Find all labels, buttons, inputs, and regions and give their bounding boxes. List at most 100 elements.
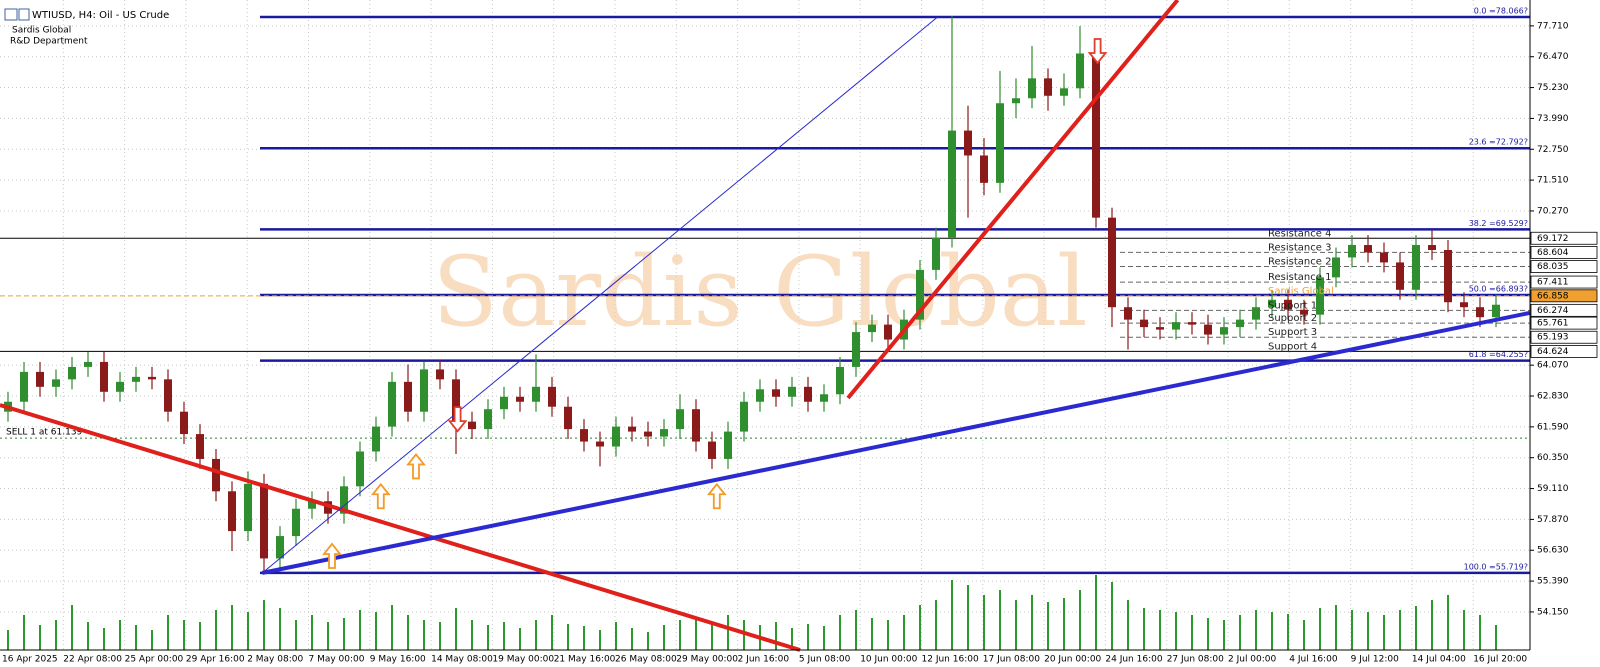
candle-body xyxy=(1444,250,1452,303)
candle-body xyxy=(500,396,508,410)
candle-body xyxy=(164,379,172,412)
fib-label: 50.0 =66.893? xyxy=(1469,284,1528,293)
candle-body xyxy=(404,381,412,412)
candle-body xyxy=(1076,53,1084,89)
signal-arrow xyxy=(370,482,391,510)
candle-body xyxy=(196,434,204,459)
candle-body xyxy=(1172,322,1180,330)
x-tick-label: 10 Jun 00:00 xyxy=(860,655,917,665)
candle-body xyxy=(676,409,684,430)
x-tick-label: 20 Jun 00:00 xyxy=(1044,655,1101,665)
x-tick-label: 25 Apr 00:00 xyxy=(125,655,184,665)
subtitle: R&D Department xyxy=(10,37,88,47)
y-tick-label: 62.830 xyxy=(1537,392,1569,402)
candle-body xyxy=(484,409,492,430)
candle-body xyxy=(1092,53,1100,218)
fib-label: 100.0 =55.719? xyxy=(1464,562,1528,571)
price-box xyxy=(1530,275,1598,289)
candle-body xyxy=(804,386,812,402)
candle-body xyxy=(452,379,460,422)
candle-body xyxy=(1044,78,1052,96)
candle-body xyxy=(212,458,220,492)
x-tick-label: 9 May 16:00 xyxy=(370,655,426,665)
volume xyxy=(7,575,1497,650)
price-box-label: 67.411 xyxy=(1537,278,1569,288)
x-tick-label: 22 Apr 08:00 xyxy=(63,655,122,665)
price-box-label: 65.761 xyxy=(1537,319,1569,329)
x-tick-label: 9 Jul 12:00 xyxy=(1351,655,1400,665)
price-box-label: 66.858 xyxy=(1537,291,1569,301)
candle-body xyxy=(180,411,188,435)
x-tick-label: 2 Jun 16:00 xyxy=(738,655,790,665)
candle-body xyxy=(788,386,796,397)
candle-body xyxy=(836,366,844,395)
signal-arrow xyxy=(447,406,468,433)
y-tick-label: 76.470 xyxy=(1537,52,1569,62)
price-box xyxy=(1530,245,1598,259)
candle-body xyxy=(244,483,252,532)
candle-body xyxy=(1316,277,1324,315)
candle-body xyxy=(36,371,44,387)
y-tick-label: 55.390 xyxy=(1537,577,1569,587)
candle-body xyxy=(292,508,300,537)
x-tick-label: 14 Jul 04:00 xyxy=(1412,655,1466,665)
candle-body xyxy=(228,491,236,532)
level-name: Sardis Global xyxy=(1268,286,1334,297)
candle-body xyxy=(132,376,140,382)
candle-body xyxy=(820,394,828,402)
candle-body xyxy=(372,426,380,452)
icon xyxy=(4,8,18,21)
y-tick-label: 54.150 xyxy=(1537,607,1569,617)
candle-body xyxy=(932,237,940,270)
candle-body xyxy=(260,483,268,559)
price-box-label: 65.193 xyxy=(1537,333,1569,343)
candle-body xyxy=(1156,327,1164,330)
y-tick-label: 56.630 xyxy=(1537,546,1569,556)
candle-body xyxy=(564,406,572,430)
level-name: Support 2 xyxy=(1268,313,1317,324)
candles xyxy=(4,16,1500,574)
level-name: Resistance 2 xyxy=(1268,257,1331,268)
price-box-label: 68.604 xyxy=(1537,248,1569,258)
candle-body xyxy=(1028,78,1036,99)
candle-body xyxy=(1108,217,1116,308)
candle-body xyxy=(708,441,716,459)
candle-body xyxy=(1300,309,1308,315)
x-tick-label: 2 May 08:00 xyxy=(247,655,303,665)
header: WTIUSD, H4: Oil - US Crude Sardis Global… xyxy=(4,8,169,47)
candle-body xyxy=(980,155,988,183)
trendline xyxy=(261,310,1531,575)
trendline xyxy=(846,0,1180,400)
signal-arrow xyxy=(1087,38,1108,65)
x-tick-label: 4 Jul 16:00 xyxy=(1289,655,1338,665)
x-tick-label: 29 Apr 16:00 xyxy=(186,655,245,665)
candle-body xyxy=(420,369,428,412)
candle-body xyxy=(1412,245,1420,290)
y-tick-label: 73.990 xyxy=(1537,114,1569,124)
x-tick-label: 7 May 00:00 xyxy=(309,655,365,665)
candle-body xyxy=(1268,299,1276,308)
level-name: Resistance 3 xyxy=(1268,242,1331,253)
candle-body xyxy=(532,386,540,402)
y-tick-label: 75.230 xyxy=(1537,83,1569,93)
candle-body xyxy=(628,426,636,432)
candle-body xyxy=(852,332,860,367)
price-box xyxy=(1530,316,1598,330)
candle-body xyxy=(692,409,700,442)
price-box xyxy=(1530,260,1598,273)
signal-arrow xyxy=(322,542,342,569)
price-box-label: 68.035 xyxy=(1537,262,1569,272)
y-tick-label: 59.110 xyxy=(1537,484,1569,494)
candle-body xyxy=(1364,245,1372,253)
price-axis: 77.710 76.470 75.230 73.990 72.750 71.510 70.2… xyxy=(1530,21,1598,617)
candle-body xyxy=(1492,304,1500,318)
watermark: Sardis Global xyxy=(432,236,1087,348)
subtitle: Sardis Global xyxy=(12,26,71,36)
y-tick-label: 60.350 xyxy=(1537,453,1569,463)
icon xyxy=(18,8,30,21)
fib-label: 38.2 =69.529? xyxy=(1469,219,1528,228)
price-box xyxy=(1530,330,1598,344)
price-box xyxy=(1530,231,1598,245)
